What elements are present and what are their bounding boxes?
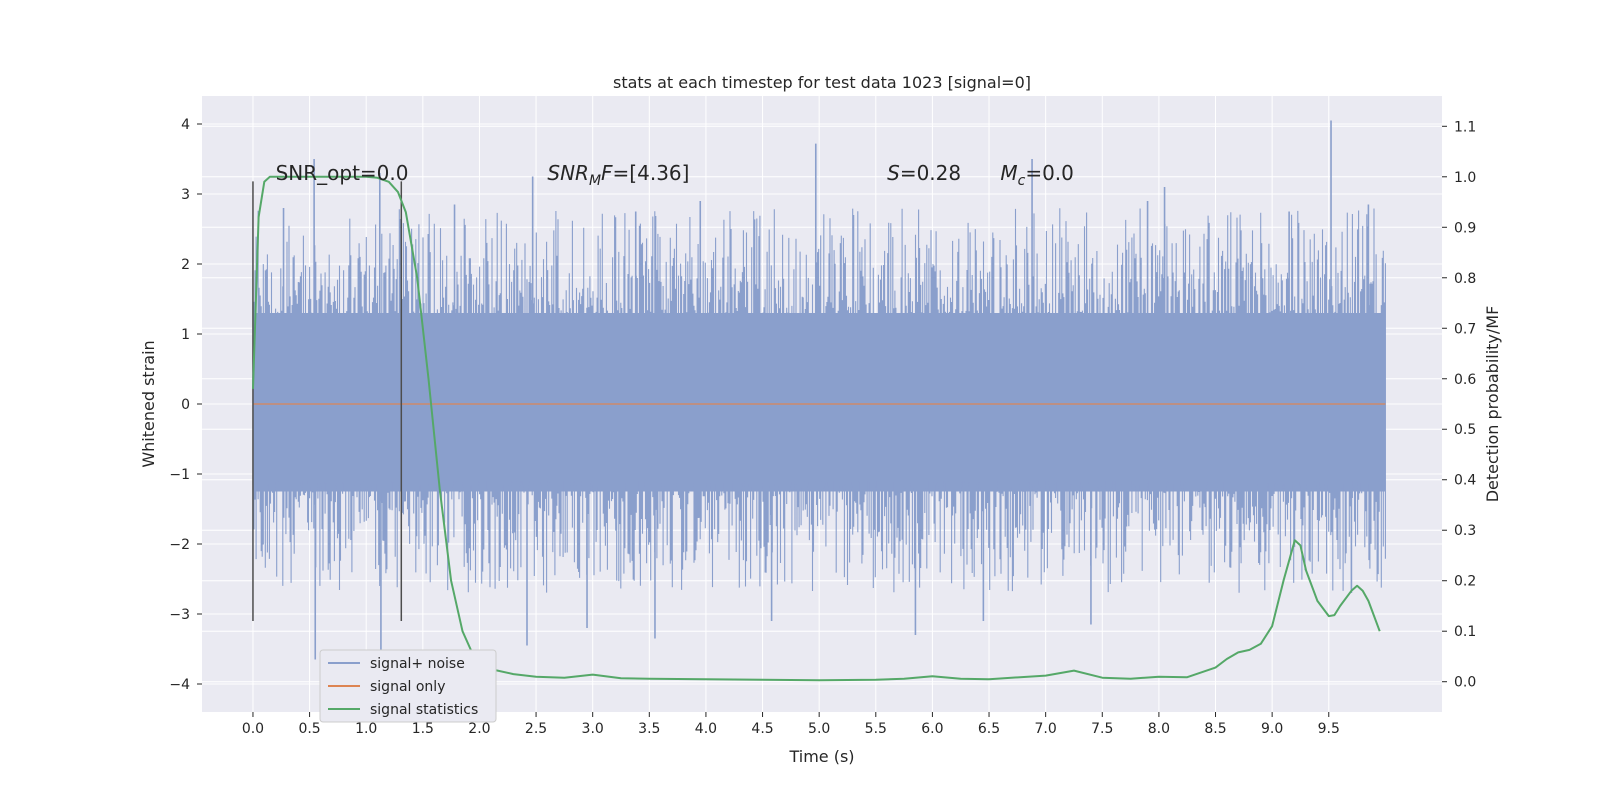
legend: signal+ noise signal only signal statist… (319, 649, 497, 723)
legend-label-signal-only: signal only (370, 679, 445, 695)
y2-tick-label: 0.9 (1454, 220, 1476, 236)
annotation-snr-mf: SNRMF=[4.36] (547, 161, 689, 189)
annotation-s-stat: S=0.28 (887, 161, 961, 185)
legend-label-signal-noise: signal+ noise (370, 656, 465, 672)
x-axis-ticks: 0.0 0.5 1.0 1.5 2.0 2.5 3.0 3.5 4.0 4.5 5.0 5.5 6.0 6… (242, 712, 1340, 737)
annotation-part: c (1018, 173, 1026, 189)
x-tick-label: 8.0 (1148, 721, 1170, 737)
signal-statistics-line (252, 175, 1381, 682)
x-tick-label: 8.5 (1204, 721, 1226, 737)
annotation-part: =[4.36] (613, 161, 690, 185)
x-tick-label: 5.5 (865, 721, 887, 737)
y-tick-label: −2 (169, 537, 190, 553)
x-tick-label: 6.5 (978, 721, 1000, 737)
x-tick-label: 1.5 (412, 721, 434, 737)
x-tick-label: 3.5 (638, 721, 660, 737)
legend-box (319, 649, 497, 723)
y2-tick-label: 0.3 (1454, 523, 1476, 539)
y2-tick-label: 0.2 (1454, 574, 1476, 590)
marker-lines (252, 181, 403, 621)
y2-tick-label: 0.0 (1454, 675, 1476, 691)
x-tick-label: 9.5 (1318, 721, 1340, 737)
y2-tick-label: 0.4 (1454, 473, 1476, 489)
x-tick-label: 7.0 (1035, 721, 1057, 737)
annotation-mc-stat: Mc=0.0 (1000, 161, 1074, 189)
annotation-snr-opt: SNR_opt=0.0 (276, 161, 409, 185)
x-tick-label: 4.0 (695, 721, 717, 737)
y-tick-label: 2 (181, 257, 190, 273)
x-tick-label: 3.0 (582, 721, 604, 737)
y-axis-ticks: −4 −3 −2 −1 0 1 2 3 4 (169, 117, 202, 693)
series-signal-statistics (252, 175, 1381, 682)
annotation-part: F (601, 161, 613, 185)
y2-tick-label: 0.7 (1454, 321, 1476, 337)
x-axis-label: Time (s) (788, 747, 854, 766)
y-tick-label: 1 (181, 327, 190, 343)
annotation-part: =0.0 (1025, 161, 1074, 185)
x-tick-label: 4.5 (751, 721, 773, 737)
annotation-part: M (1000, 161, 1017, 185)
x-tick-label: 0.0 (242, 721, 264, 737)
legend-label-signal-statistics: signal statistics (370, 702, 478, 718)
y2-tick-label: 0.8 (1454, 271, 1476, 287)
x-tick-label: 9.0 (1261, 721, 1283, 737)
annotation-part: S (887, 161, 900, 185)
x-tick-label: 2.0 (468, 721, 490, 737)
y2-axis-label: Detection probability/MF (1483, 306, 1502, 503)
y-tick-label: −4 (169, 677, 190, 693)
x-tick-label: 2.5 (525, 721, 547, 737)
y2-tick-label: 0.6 (1454, 372, 1476, 388)
x-tick-label: 5.0 (808, 721, 830, 737)
y2-tick-label: 1.0 (1454, 170, 1476, 186)
x-tick-label: 1.0 (355, 721, 377, 737)
y2-tick-label: 0.1 (1454, 624, 1476, 640)
y-tick-label: −1 (169, 467, 190, 483)
y-tick-label: 3 (181, 187, 190, 203)
y-axis-label: Whitened strain (139, 340, 158, 467)
annotations: SNR_opt=0.0 SNRMF=[4.36] S=0.28 Mc=0.0 (276, 161, 1074, 189)
annotation-part: =0.28 (900, 161, 961, 185)
x-tick-label: 7.5 (1091, 721, 1113, 737)
y-tick-label: −3 (169, 607, 190, 623)
chart-title: stats at each timestep for test data 102… (613, 73, 1031, 92)
x-tick-label: 0.5 (298, 721, 320, 737)
y2-tick-label: 0.5 (1454, 422, 1476, 438)
annotation-part: SNR (547, 161, 589, 185)
series-signal-noise (252, 120, 1386, 660)
y2-tick-label: 1.1 (1454, 119, 1476, 135)
y2-axis-ticks: 0.0 0.1 0.2 0.3 0.4 0.5 0.6 0.7 0.8 0.9 1.0 1.1 (1442, 119, 1476, 691)
y-tick-label: 0 (181, 397, 190, 413)
annotation-part: M (589, 173, 601, 189)
x-tick-label: 6.0 (921, 721, 943, 737)
y-tick-label: 4 (181, 117, 190, 133)
